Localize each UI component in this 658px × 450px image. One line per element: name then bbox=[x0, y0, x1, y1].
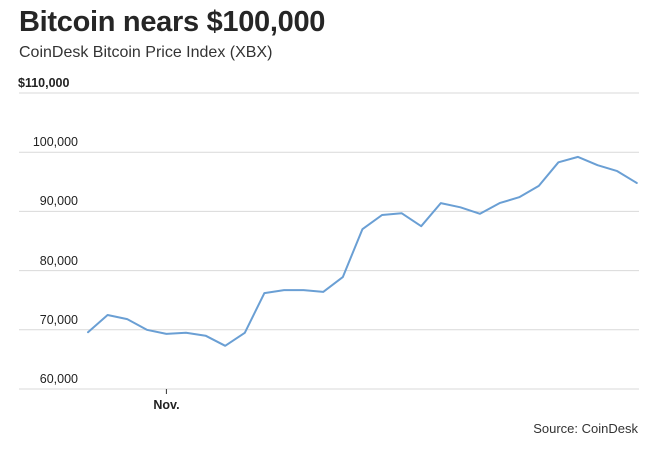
x-tick-label: Nov. bbox=[153, 398, 180, 412]
y-tick-label: 90,000 bbox=[39, 194, 78, 209]
y-tick-label: 70,000 bbox=[39, 312, 78, 327]
price-line bbox=[87, 155, 638, 347]
chart-subtitle: CoinDesk Bitcoin Price Index (XBX) bbox=[19, 44, 273, 61]
y-tick-label: 60,000 bbox=[39, 372, 78, 386]
y-tick-label: 100,000 bbox=[32, 135, 78, 150]
source-note: Source: CoinDesk bbox=[533, 421, 638, 436]
gridlines bbox=[19, 92, 639, 390]
y-tick-label: $110,000 bbox=[18, 76, 70, 90]
chart-title: Bitcoin nears $100,000 bbox=[19, 6, 326, 38]
y-tick-label: 80,000 bbox=[39, 253, 78, 268]
